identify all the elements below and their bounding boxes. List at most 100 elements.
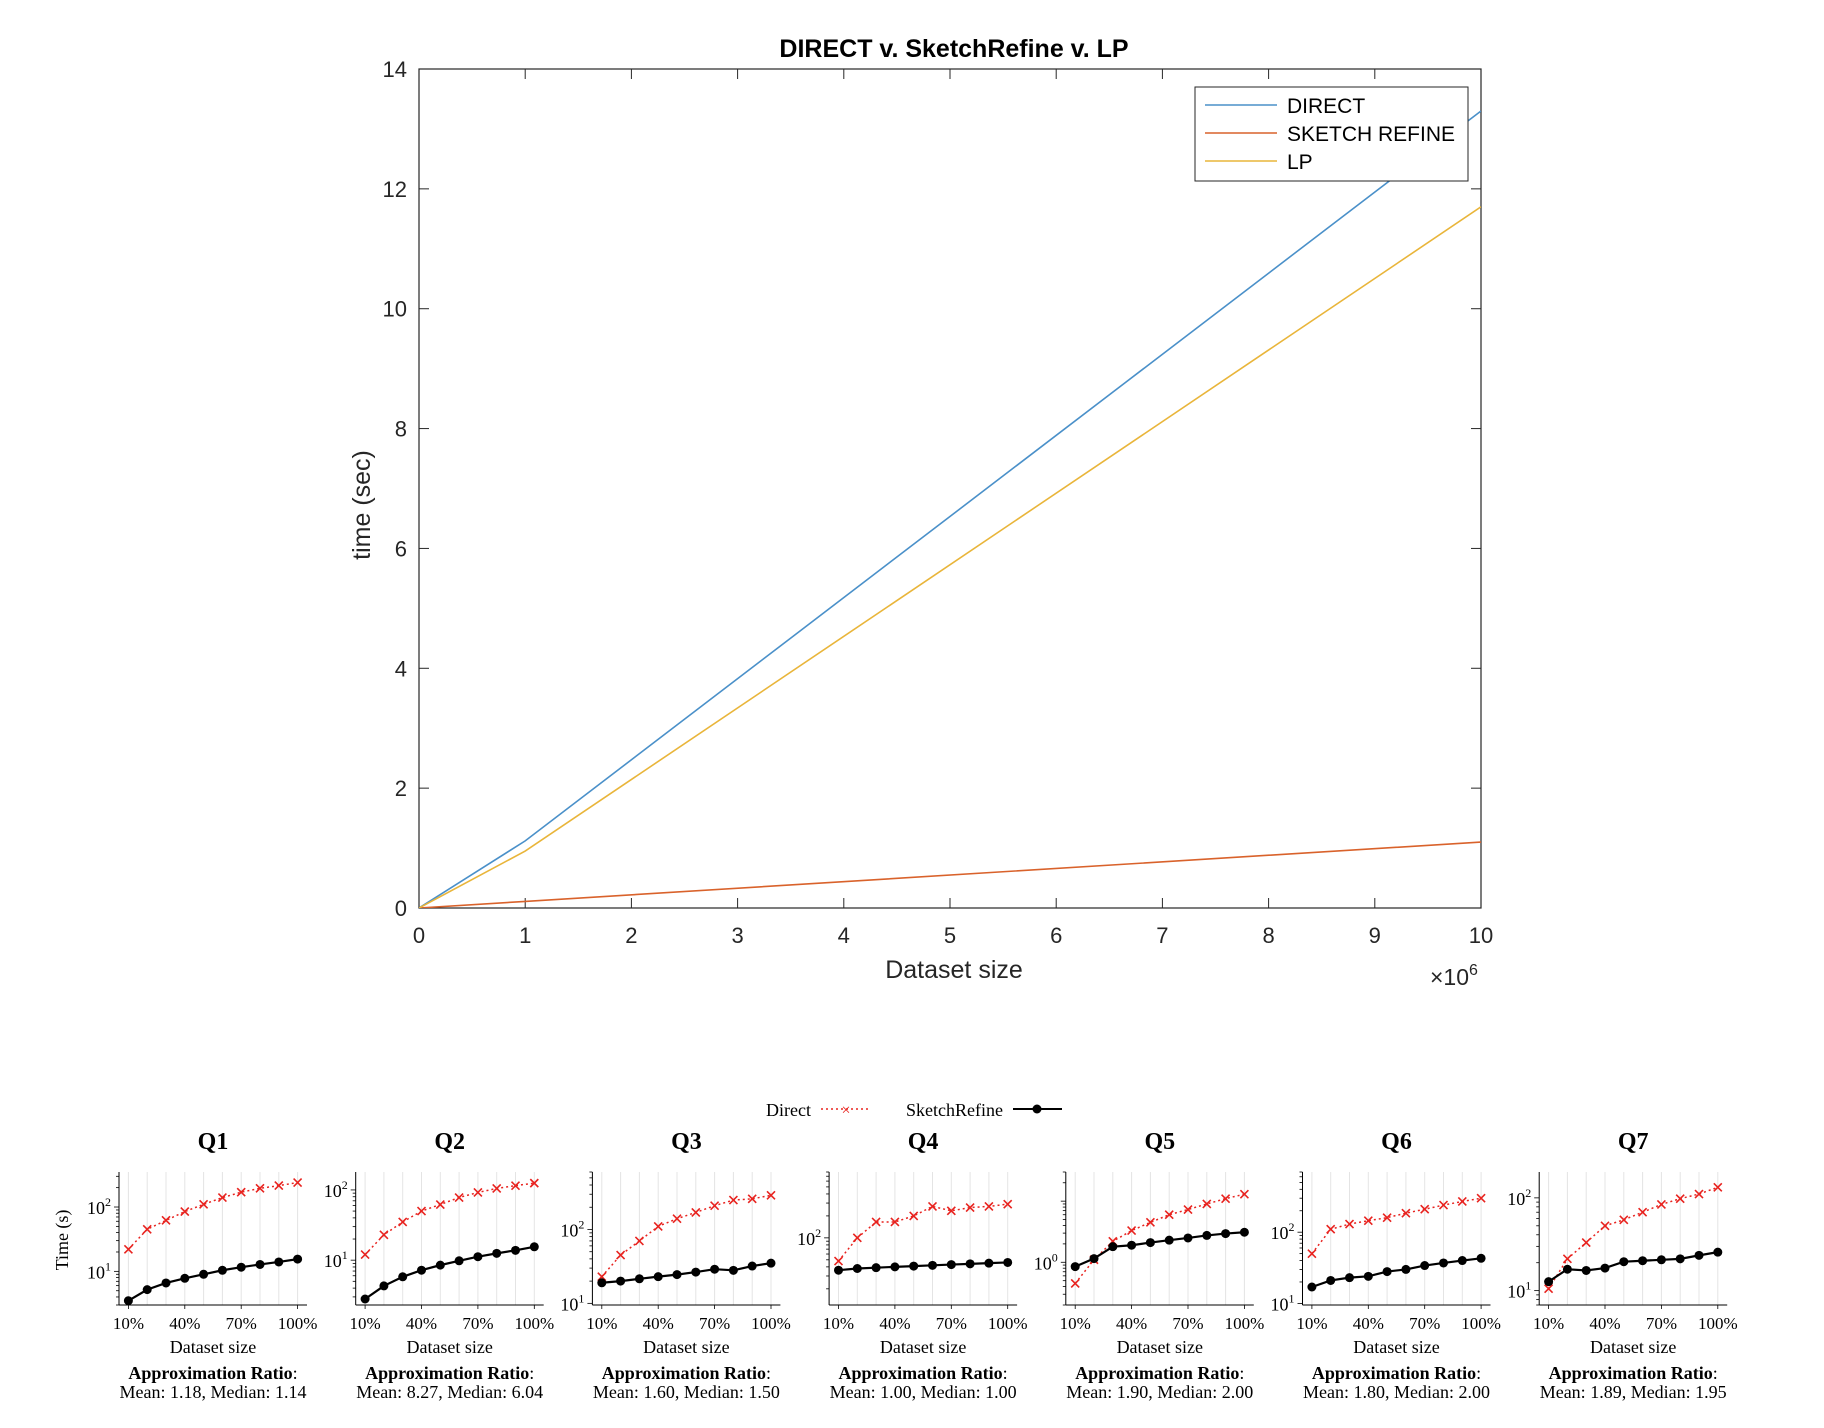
- sketchrefine-point: [1675, 1254, 1685, 1264]
- direct-point: [123, 1244, 133, 1254]
- panel-ratio-values: Mean: 1.90, Median: 2.00: [1066, 1382, 1253, 1402]
- panel-ratio-label: Approximation Ratio:: [602, 1363, 771, 1383]
- sketchrefine-point: [928, 1260, 937, 1270]
- sketchrefine-point: [766, 1258, 776, 1268]
- x-tick-label: 5: [944, 923, 956, 948]
- direct-point: [1619, 1215, 1629, 1225]
- sketchrefine-point: [217, 1265, 227, 1275]
- sketchrefine-point: [1656, 1255, 1666, 1265]
- sketchrefine-point: [1363, 1271, 1373, 1281]
- panel-ratio-label: Approximation Ratio:: [365, 1363, 534, 1383]
- direct-point: [1581, 1237, 1591, 1248]
- panel-x-tick-label: 40%: [1353, 1314, 1384, 1333]
- sketchrefine-point: [946, 1260, 956, 1270]
- sketchrefine-point: [1003, 1257, 1013, 1267]
- direct-point: [1307, 1249, 1317, 1259]
- panel-y-tick-label: 102: [797, 1226, 821, 1249]
- panel-x-tick-label: 40%: [643, 1314, 674, 1333]
- sketchrefine-point: [454, 1256, 464, 1266]
- main-y-axis-label: time (sec): [348, 450, 376, 560]
- direct-point: [510, 1181, 521, 1191]
- sketchrefine-point: [123, 1296, 133, 1306]
- panel-title: Q5: [1144, 1129, 1175, 1155]
- sketchrefine-point: [909, 1261, 919, 1271]
- panel-q7: Q7 101 102 10% 40% 70% 100% Dataset size Approxi…: [1507, 1129, 1737, 1402]
- sketchrefine-point: [1581, 1265, 1591, 1275]
- series-line-lp: [419, 206, 1481, 908]
- y-tick-label: 0: [395, 896, 407, 921]
- sketchrefine-point: [728, 1265, 738, 1275]
- sketchrefine-point: [180, 1273, 190, 1283]
- sketchrefine-point: [236, 1262, 246, 1272]
- panel-y-tick-label: 102: [560, 1217, 584, 1240]
- direct-point: [909, 1211, 919, 1221]
- panel-y-tick-label: 101: [87, 1259, 111, 1282]
- sketchrefine-point: [747, 1261, 757, 1271]
- direct-point: [890, 1217, 900, 1227]
- panel-x-axis-label: Dataset size: [1590, 1337, 1676, 1357]
- sketchrefine-point: [199, 1269, 209, 1279]
- direct-point: [1363, 1216, 1373, 1226]
- y-tick-label: 2: [395, 776, 407, 801]
- sketchrefine-point: [653, 1272, 663, 1282]
- x-tick-label: 10: [1469, 923, 1493, 948]
- x-tick-label: 8: [1262, 923, 1274, 948]
- panel-y-tick-label: 100: [1034, 1250, 1058, 1273]
- direct-point: [1127, 1226, 1137, 1236]
- direct-point: [984, 1201, 994, 1211]
- y-tick-label: 4: [395, 656, 407, 681]
- direct-point: [293, 1177, 303, 1188]
- x-tick-label: 2: [625, 923, 637, 948]
- panel-title: Q7: [1618, 1129, 1649, 1155]
- panel-ratio-label: Approximation Ratio:: [838, 1363, 1007, 1383]
- direct-point: [833, 1256, 844, 1266]
- panel-x-tick-label: 10%: [113, 1314, 144, 1333]
- panel-x-tick-label: 10%: [350, 1314, 381, 1333]
- panel-title: Q2: [434, 1129, 465, 1155]
- sketchrefine-point: [492, 1248, 502, 1258]
- panel-ratio-label: Approximation Ratio:: [1549, 1363, 1718, 1383]
- direct-point: [1382, 1213, 1392, 1223]
- direct-point: [255, 1183, 265, 1193]
- sketchrefine-point: [1544, 1277, 1554, 1287]
- panel-ratio-values: Mean: 1.89, Median: 1.95: [1540, 1382, 1727, 1402]
- panel-x-tick-label: 10%: [586, 1314, 617, 1333]
- panel-x-tick-label: 70%: [699, 1314, 730, 1333]
- panel-ratio-label: Approximation Ratio:: [128, 1363, 297, 1383]
- direct-point: [728, 1195, 738, 1205]
- sketchrefine-point: [1089, 1254, 1099, 1264]
- direct-point: [529, 1178, 539, 1188]
- small-multiples-legend: Direct × SketchRefine: [766, 1100, 1062, 1120]
- sketchrefine-point: [1307, 1282, 1317, 1292]
- direct-point: [653, 1221, 663, 1231]
- panel-x-tick-label: 10%: [1533, 1314, 1564, 1333]
- main-chart-title: DIRECT v. SketchRefine v. LP: [779, 35, 1128, 63]
- panel-title: Q4: [908, 1129, 939, 1155]
- sketchrefine-point: [1345, 1273, 1354, 1283]
- panel-ratio-values: Mean: 8.27, Median: 6.04: [356, 1382, 543, 1402]
- direct-point: [852, 1233, 862, 1243]
- direct-line: [837, 1203, 1008, 1262]
- sketchrefine-point: [1457, 1256, 1467, 1266]
- direct-point: [927, 1201, 938, 1211]
- panel-title: Q3: [671, 1129, 702, 1155]
- series-line-direct: [419, 110, 1481, 908]
- panel-x-tick-label: 70%: [1646, 1314, 1677, 1333]
- sketchrefine-line: [1074, 1231, 1245, 1268]
- panel-ratio-values: Mean: 1.18, Median: 1.14: [120, 1382, 307, 1402]
- sketchrefine-line: [127, 1258, 298, 1302]
- sketchrefine-point: [672, 1270, 682, 1280]
- sketchrefine-point: [1401, 1264, 1411, 1274]
- sketchrefine-line: [364, 1245, 535, 1300]
- panel-q1: Q1 101 102 10% 40% 70% 100% Dataset size Approxi…: [87, 1129, 317, 1402]
- sketchrefine-point: [1127, 1240, 1137, 1250]
- sketchrefine-point: [1382, 1267, 1392, 1277]
- panel-ratio-label: Approximation Ratio:: [1075, 1363, 1244, 1383]
- panel-y-tick-label: 102: [1507, 1186, 1531, 1209]
- sketchrefine-point: [616, 1276, 626, 1286]
- panel-ratio-label: Approximation Ratio:: [1312, 1363, 1481, 1383]
- sketchrefine-point: [529, 1242, 539, 1252]
